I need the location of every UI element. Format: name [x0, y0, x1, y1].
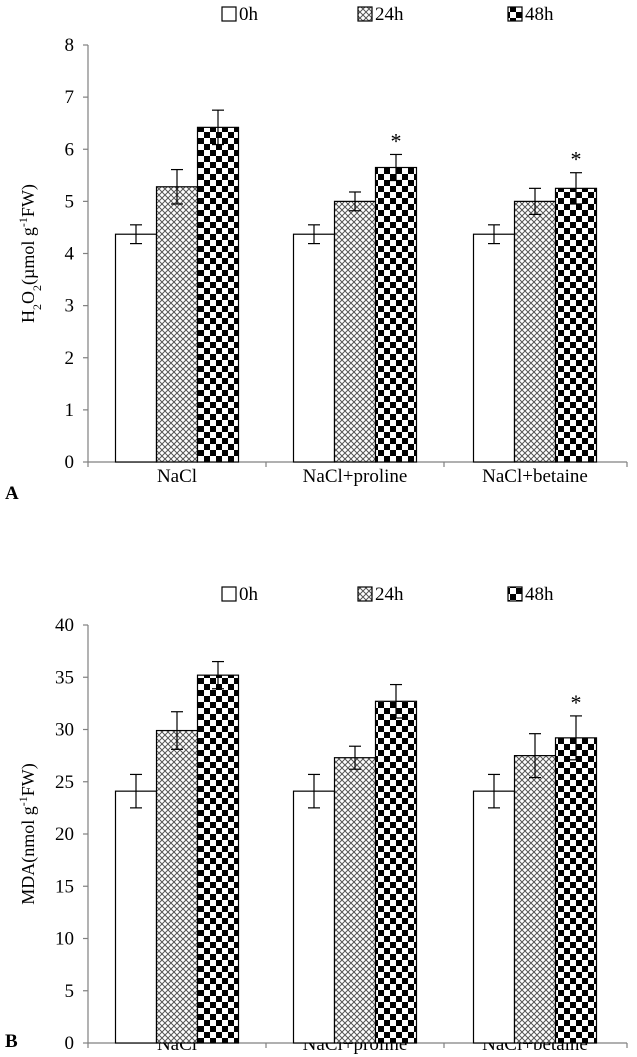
bar-0h-3	[472, 790, 516, 1044]
y-tick-label: 4	[65, 244, 75, 265]
y-axis-title-part: 2	[30, 285, 44, 291]
significance-marker: *	[571, 147, 582, 172]
y-tick-label: 2	[65, 348, 75, 369]
bar-48h-3	[554, 187, 598, 463]
bar-0h-1	[114, 790, 158, 1044]
legend-swatch-0h	[221, 586, 237, 602]
y-axis-title-part: -1	[16, 217, 30, 227]
bar-48h-1	[196, 126, 240, 463]
bar-24h-3	[513, 755, 557, 1044]
x-category-label: NaCl	[157, 466, 197, 487]
bar-24h-2	[333, 757, 377, 1044]
legend-swatch-24h	[357, 6, 373, 22]
y-tick-label: 5	[65, 981, 75, 1002]
legend-label-24h: 24h	[375, 584, 404, 605]
legend-label-0h: 0h	[239, 584, 259, 605]
bar-0h-3	[472, 233, 516, 463]
y-tick-label: 35	[55, 667, 74, 688]
legend-swatch-0h	[221, 6, 237, 22]
legend: 0h 24h 48h	[221, 4, 554, 25]
bar-24h-3	[513, 200, 557, 463]
bar-24h-1	[155, 729, 199, 1044]
bar-24h-1	[155, 186, 199, 463]
legend-swatch-48h	[507, 6, 523, 22]
y-axis-title-part: 2	[30, 304, 44, 310]
chart-panel-A: 0 1 2 3 4 5 6 7 8 NaCl NaCl+proline NaCl+betaine * * 0…	[5, 4, 628, 504]
y-tick-label: 10	[55, 929, 74, 950]
x-category-label: NaCl+proline	[303, 466, 408, 487]
legend-label-48h: 48h	[525, 4, 554, 25]
y-axis-title-part: FW)	[18, 184, 39, 217]
significance-marker: *	[571, 690, 582, 715]
y-tick-label: 30	[55, 720, 74, 741]
significance-marker: *	[391, 128, 402, 153]
bar-24h-2	[333, 200, 377, 463]
legend-swatch-48h	[507, 586, 523, 602]
y-axis-title-part: (nmol g	[18, 806, 39, 863]
bar-48h-2	[374, 166, 418, 463]
legend-label-24h: 24h	[375, 4, 404, 25]
bar-48h-2	[374, 700, 418, 1044]
legend-label-0h: 0h	[239, 4, 259, 25]
y-axis-title-part: -1	[16, 796, 30, 806]
y-axis-title: H2O2(µmol g-1FW)	[16, 184, 44, 323]
y-tick-label: 15	[55, 876, 74, 897]
y-axis-title-part: (µmol g	[18, 227, 39, 285]
legend-swatch-24h	[357, 586, 373, 602]
legend: 0h 24h 48h	[221, 584, 554, 605]
bar-48h-3	[554, 737, 598, 1044]
y-tick-label: 5	[65, 191, 75, 212]
y-axis-title-part: O	[18, 291, 38, 304]
bar-48h-1	[196, 674, 240, 1044]
y-tick-label: 0	[65, 452, 75, 473]
y-axis-title-part: MDA	[18, 863, 38, 905]
bar-0h-2	[292, 233, 336, 463]
y-tick-label: 3	[65, 296, 75, 317]
legend-label-48h: 48h	[525, 584, 554, 605]
panel-label: B	[5, 1031, 18, 1052]
y-tick-label: 40	[55, 615, 74, 636]
y-tick-label: 1	[65, 400, 75, 421]
panel-label: A	[5, 483, 19, 504]
bar-0h-2	[292, 790, 336, 1044]
y-tick-label: 7	[65, 87, 75, 108]
y-tick-label: 8	[65, 35, 75, 56]
x-category-label: NaCl+betaine	[482, 466, 588, 487]
bar-0h-1	[114, 233, 158, 463]
y-axis-title-part: H	[18, 310, 38, 323]
y-tick-label: 25	[55, 772, 74, 793]
y-tick-label: 6	[65, 139, 75, 160]
y-axis-title-part: FW)	[18, 763, 39, 796]
y-tick-label: 20	[55, 824, 74, 845]
y-axis-title: MDA(nmol g-1FW)	[16, 763, 39, 905]
y-tick-label: 0	[65, 1033, 75, 1054]
